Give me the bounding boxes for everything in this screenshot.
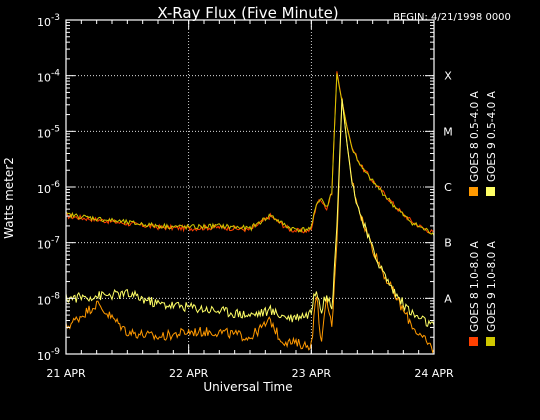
series-line-3 — [65, 99, 435, 327]
grid-lines — [66, 20, 434, 354]
flare-class-a: A — [444, 292, 452, 305]
y-tick-label: 10-6 — [37, 180, 60, 196]
flare-class-b: B — [444, 237, 452, 250]
y-tick-label: 10-7 — [37, 236, 60, 252]
y-tick-label: 10-5 — [37, 124, 60, 140]
series-line-0 — [65, 71, 435, 234]
legend-swatch-0 — [469, 337, 478, 346]
legend-label-1: GOES 8 0.5-4.0 A — [469, 90, 481, 182]
flare-class-c: C — [444, 181, 452, 194]
tick-labels: X M C B A 21 APR 22 APR 23 APR 24 APR 10-3 10-4 10-… — [37, 13, 454, 380]
x-tick-label: 22 APR — [169, 367, 209, 380]
series-lines — [65, 71, 435, 354]
axis-ticks — [65, 19, 435, 355]
x-axis-label: Universal Time — [203, 380, 292, 394]
legend-swatch-3 — [486, 187, 495, 196]
legend: GOES 8 1.0-8.0 A GOES 8 0.5-4.0 A GOES 9 1… — [469, 90, 498, 346]
legend-swatch-2 — [486, 337, 495, 346]
y-tick-label: 10-4 — [37, 69, 60, 85]
series-line-2 — [65, 73, 435, 236]
x-tick-label: 21 APR — [46, 367, 86, 380]
legend-label-3: GOES 9 0.5-4.0 A — [486, 90, 498, 182]
legend-label-2: GOES 9 1.0-8.0 A — [486, 240, 498, 332]
y-axis-label: Watts meter2 — [2, 157, 16, 239]
y-tick-label: 10-3 — [37, 13, 60, 29]
y-tick-label: 10-9 — [37, 347, 60, 363]
begin-date-label: BEGIN: 4/21/1998 0000 — [393, 12, 511, 23]
legend-label-0: GOES 8 1.0-8.0 A — [469, 240, 481, 332]
legend-swatch-1 — [469, 187, 478, 196]
y-tick-label: 10-8 — [37, 291, 60, 307]
series-line-1 — [65, 97, 435, 354]
flare-class-x: X — [444, 70, 452, 83]
chart-title: X-Ray Flux (Five Minute) — [157, 4, 338, 22]
x-tick-label: 23 APR — [292, 367, 332, 380]
x-tick-label: 24 APR — [414, 367, 454, 380]
flare-class-m: M — [443, 125, 453, 138]
